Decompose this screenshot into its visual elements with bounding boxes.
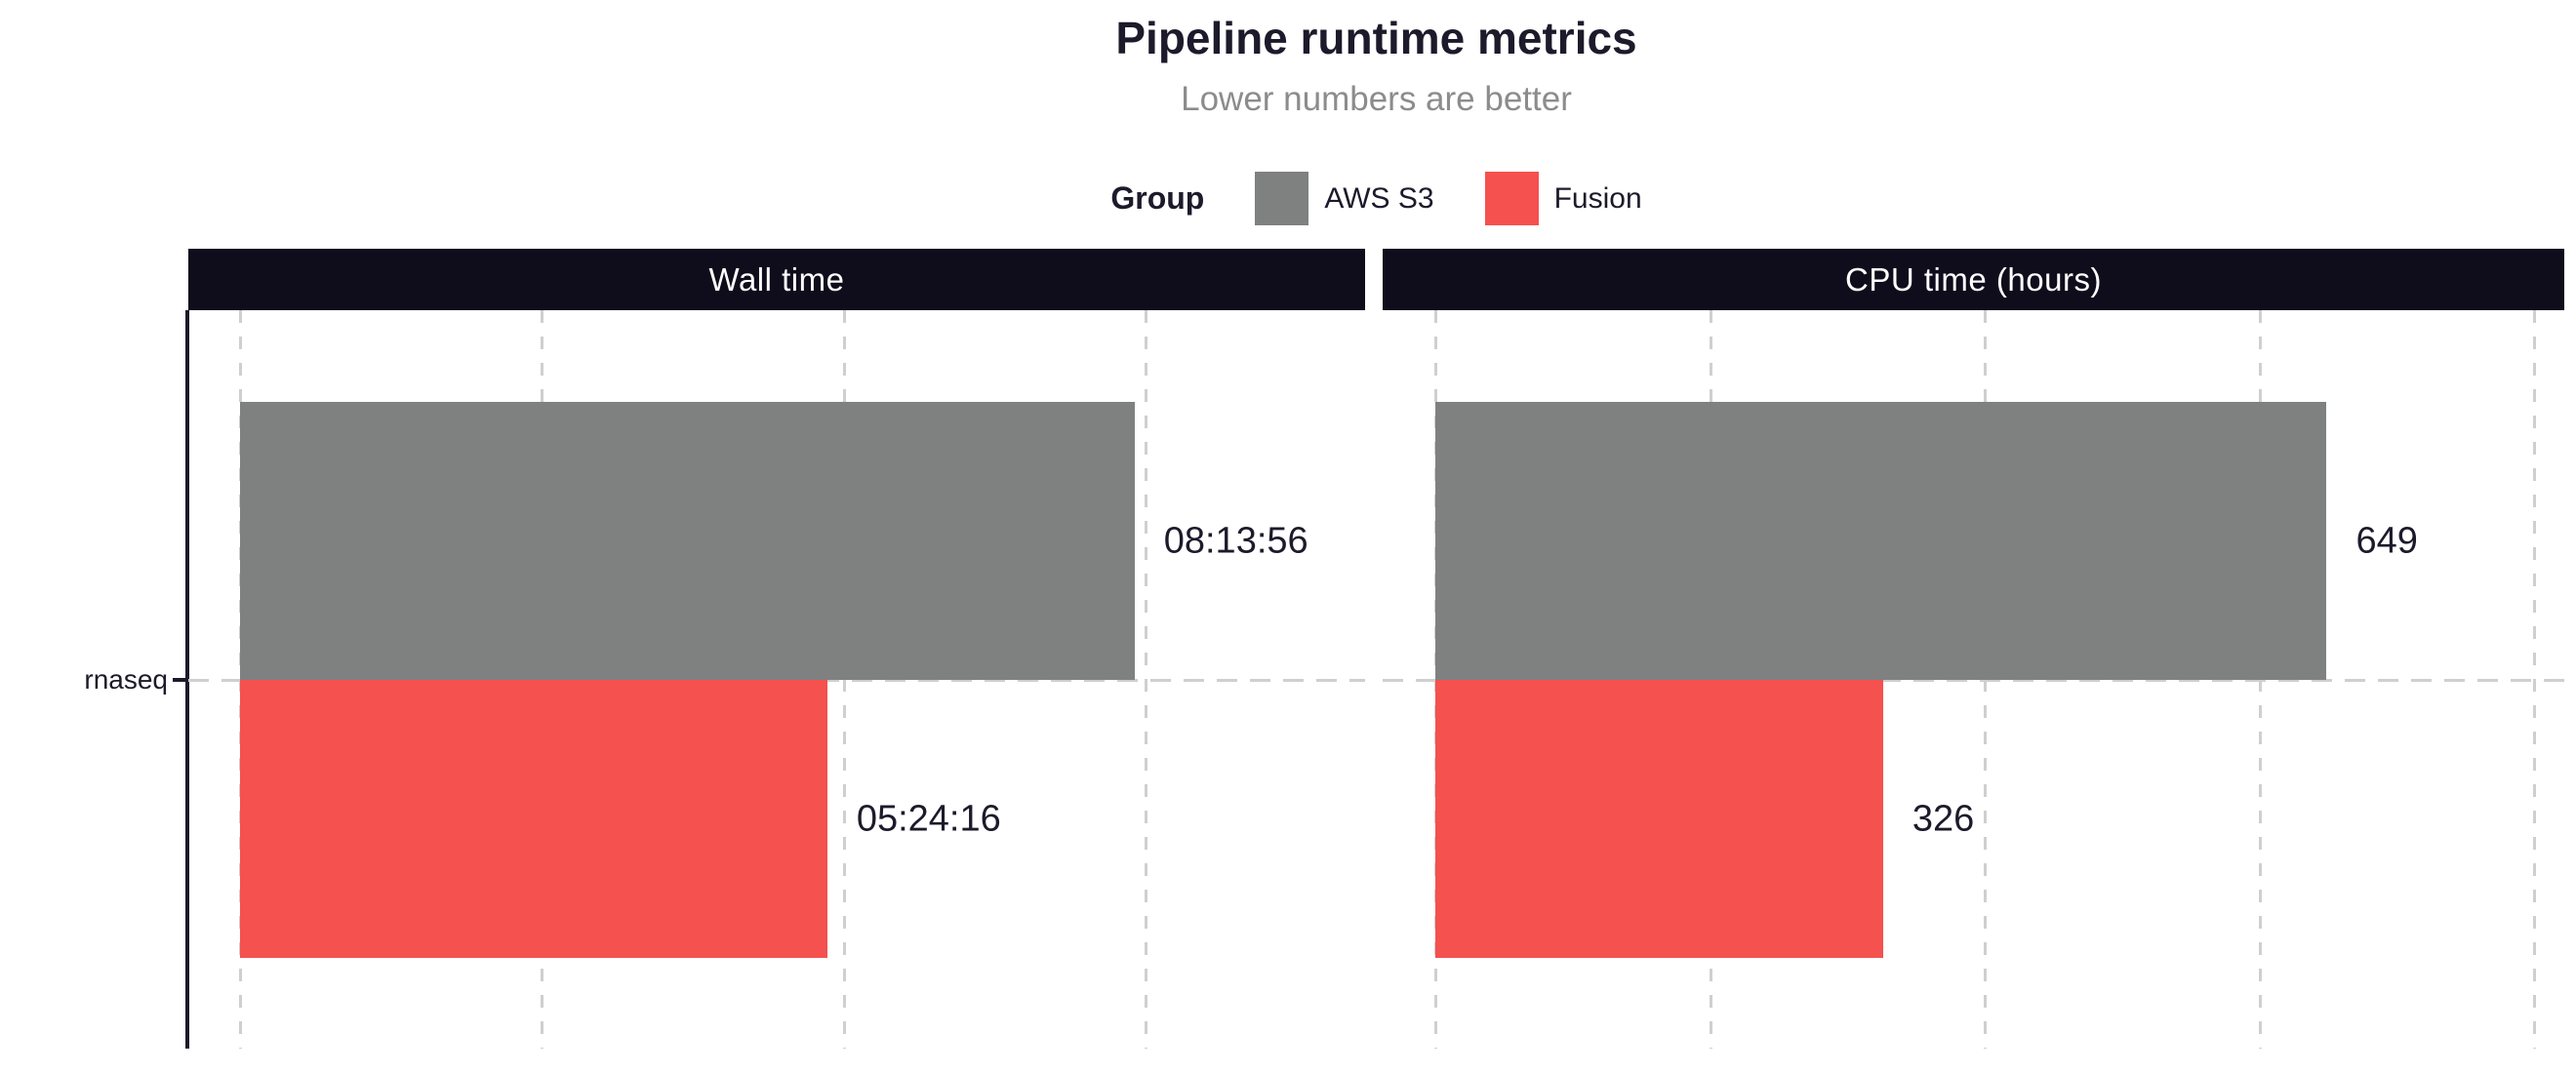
legend-item-fusion: Fusion <box>1484 172 1642 225</box>
y-axis-category-label: rnaseq <box>84 664 168 695</box>
bar-aws-s3-wall-time <box>240 402 1135 680</box>
legend-swatch-fusion <box>1484 172 1539 225</box>
facet-title-wall-time: Wall time <box>708 260 845 298</box>
plot-area-cpu-time: 649 326 <box>1383 310 2564 1049</box>
facet-panel-wall-time: Wall time 08:13:56 05:24:16 <box>188 249 1365 1049</box>
chart-header-block: Pipeline runtime metrics Lower numbers a… <box>188 0 2564 225</box>
legend-label-aws-s3: AWS S3 <box>1324 181 1434 215</box>
legend-title: Group <box>1110 180 1205 216</box>
facet-strip-cpu-time: CPU time (hours) <box>1383 249 2564 310</box>
bar-aws-s3-cpu-time-hours <box>1435 402 2327 680</box>
bar-fusion-wall-time <box>240 680 827 958</box>
chart-title: Pipeline runtime metrics <box>1115 13 1637 63</box>
chart-subtitle: Lower numbers are better <box>1181 80 1572 118</box>
facet-panel-cpu-time: CPU time (hours) 649 326 <box>1383 249 2564 1049</box>
y-axis-tick <box>173 678 188 682</box>
bar-fusion-cpu-time-hours <box>1435 680 1883 958</box>
facet-title-cpu-time: CPU time (hours) <box>1845 260 2102 298</box>
bar-value-label-fusion-cpu-time-hours: 326 <box>1912 798 1975 839</box>
facet-strip-wall-time: Wall time <box>188 249 1365 310</box>
bar-value-label-fusion-wall-time: 05:24:16 <box>856 798 1001 839</box>
legend: Group AWS S3 Fusion <box>188 172 2564 225</box>
legend-item-aws-s3: AWS S3 <box>1255 172 1434 225</box>
legend-label-fusion: Fusion <box>1553 181 1642 215</box>
y-gridline-rnaseq <box>1383 679 2564 682</box>
plot-area-wall-time: 08:13:56 05:24:16 <box>188 310 1365 1049</box>
bar-value-label-aws-s3-cpu-time-hours: 649 <box>2355 520 2418 561</box>
bar-value-label-aws-s3-wall-time: 08:13:56 <box>1163 520 1308 561</box>
legend-swatch-aws-s3 <box>1255 172 1309 225</box>
